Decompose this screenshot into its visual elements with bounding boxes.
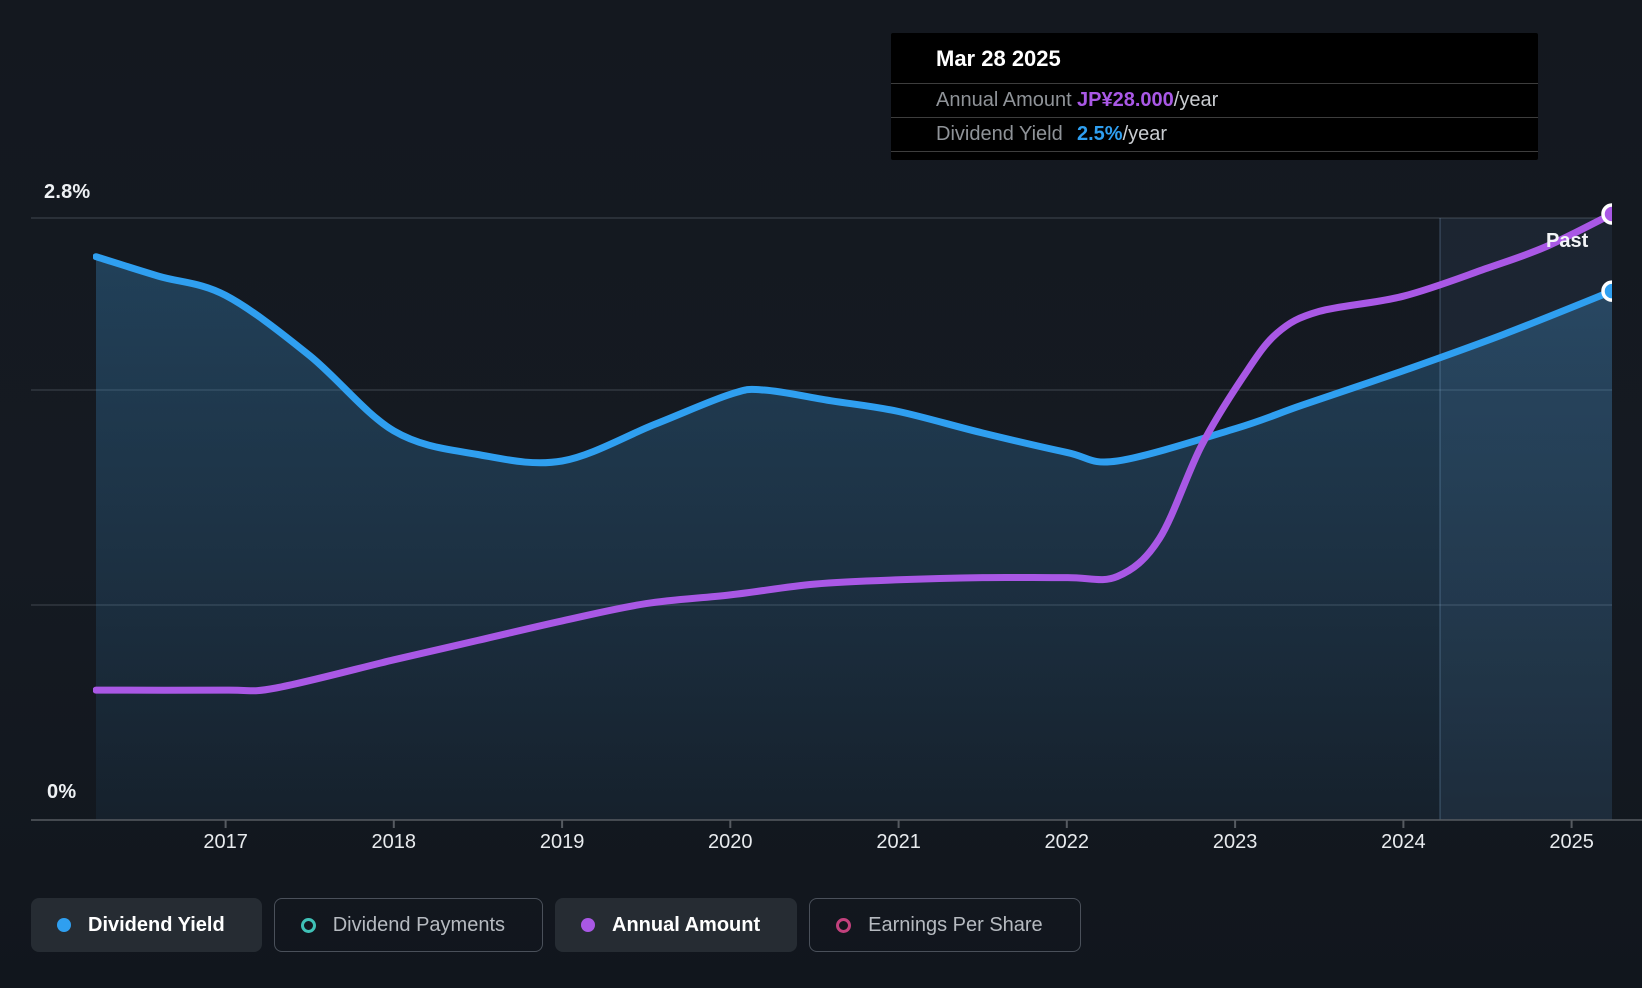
- x-tick-label-2019: 2019: [539, 831, 585, 853]
- x-tick-label-2017: 2017: [203, 831, 248, 853]
- annual-amount-end-marker: [1601, 203, 1612, 225]
- tooltip-row-dividend-yield: Dividend Yield 2.5%/year: [891, 118, 1538, 152]
- x-tick-label-2024: 2024: [1381, 831, 1426, 853]
- legend-button-dividend-yield[interactable]: Dividend Yield: [31, 898, 262, 952]
- legend-label: Earnings Per Share: [868, 913, 1043, 936]
- highlight-band: [1439, 218, 1612, 820]
- legend-label: Dividend Yield: [88, 913, 225, 936]
- annual-amount-line: [93, 210, 1612, 695]
- legend-label: Annual Amount: [612, 913, 761, 936]
- earnings-per-share-ring-icon: [836, 917, 852, 933]
- legend-button-annual-amount[interactable]: Annual Amount: [555, 898, 798, 952]
- tooltip-row-label: Annual Amount: [936, 89, 1072, 111]
- tooltip-row-annual-amount: Annual Amount JP¥28.000/year: [891, 84, 1538, 118]
- y-axis-max-label: 2.8%: [44, 181, 91, 203]
- tooltip-row-label: Dividend Yield: [936, 123, 1063, 145]
- x-tick-label-2021: 2021: [876, 831, 921, 853]
- dividend-yield-area: [96, 256, 1612, 820]
- dividend-yield-dot-icon: [57, 918, 71, 932]
- x-axis: [31, 819, 1642, 828]
- tooltip-row-value: JP¥28.000: [1077, 89, 1174, 111]
- tooltip-row-value: 2.5%: [1077, 123, 1123, 145]
- x-tick-label-2022: 2022: [1044, 831, 1090, 853]
- tooltip-row-suffix: /year: [1173, 89, 1219, 111]
- past-label: Past: [1546, 230, 1589, 252]
- dividend-yield-line: [93, 253, 1612, 467]
- x-tick-label-2018: 2018: [371, 831, 417, 853]
- dividend-payments-ring-icon: [300, 917, 316, 933]
- legend-label: Dividend Payments: [332, 913, 506, 936]
- dividend-yield-fill: [96, 256, 1612, 820]
- x-tick-label-2023: 2023: [1212, 831, 1258, 853]
- legend-button-earnings-per-share[interactable]: Earnings Per Share: [809, 898, 1081, 952]
- x-tick-label-2025: 2025: [1549, 831, 1594, 853]
- tooltip-date: Mar 28 2025: [891, 39, 1538, 84]
- annual-amount-dot-icon: [581, 918, 596, 932]
- chart-tooltip: Mar 28 2025 Annual Amount JP¥28.000/year D…: [891, 33, 1538, 160]
- legend-button-dividend-payments[interactable]: Dividend Payments: [273, 898, 544, 952]
- tooltip-row-suffix: /year: [1122, 123, 1168, 145]
- y-axis-min-label: 0%: [47, 781, 77, 803]
- dividend-yield-end-marker: [1601, 280, 1612, 302]
- x-axis-labels: 2017 2018 2019 2020 2021 2022 2023 2024 2025: [0, 831, 1642, 861]
- series-lines: [93, 210, 1612, 695]
- chart-legend: Dividend Yield Dividend Payments Annual Am…: [31, 898, 1081, 952]
- x-tick-label-2020: 2020: [708, 831, 753, 853]
- series-end-markers: [1601, 203, 1612, 302]
